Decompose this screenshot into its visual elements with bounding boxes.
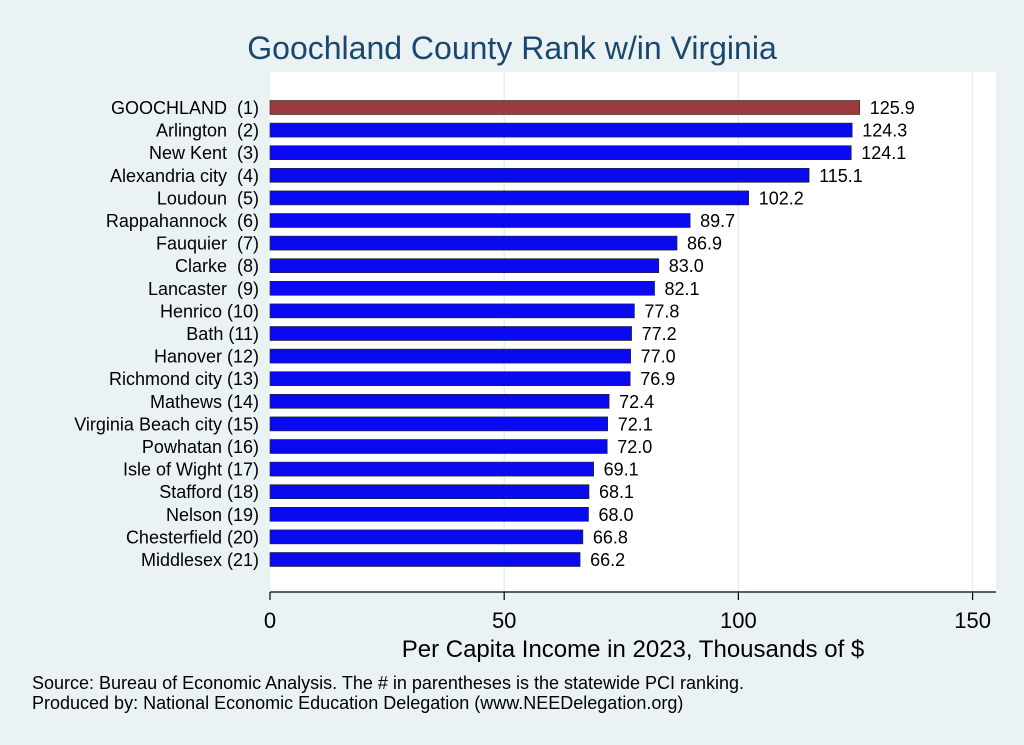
bar-value-label: 66.2 <box>590 550 625 570</box>
x-tick-label: 100 <box>720 608 757 633</box>
bar <box>269 461 594 477</box>
bar-value-label: 69.1 <box>604 460 639 480</box>
bar <box>269 393 610 409</box>
bar <box>269 529 584 545</box>
bar-value-label: 72.0 <box>617 437 652 457</box>
category-label: Hanover (12) <box>154 347 259 367</box>
bar <box>269 145 852 160</box>
bar <box>269 371 631 387</box>
x-axis-label: Per Capita Income in 2023, Thousands of … <box>402 636 865 663</box>
bar-value-label: 72.1 <box>618 414 653 434</box>
bar <box>269 235 678 251</box>
bar <box>269 190 749 206</box>
category-label: Mathews (14) <box>150 392 259 412</box>
bar-value-label: 83.0 <box>669 256 704 276</box>
bar-value-label: 124.1 <box>861 143 906 163</box>
x-tick-label: 150 <box>954 608 991 633</box>
x-tick-label: 50 <box>492 608 516 633</box>
bar <box>269 506 589 522</box>
source-note: Source: Bureau of Economic Analysis. The… <box>32 673 744 693</box>
category-label: Alexandria city (4) <box>110 166 259 186</box>
category-label: Powhatan (16) <box>142 437 259 457</box>
bar-value-label: 77.0 <box>641 347 676 367</box>
category-label: Richmond city (13) <box>109 369 259 389</box>
bar-value-label: 68.1 <box>599 482 634 502</box>
bar-value-label: 68.0 <box>599 505 634 525</box>
bar-value-label: 102.2 <box>759 188 804 208</box>
category-label: Lancaster (9) <box>148 279 259 299</box>
bar-value-label: 86.9 <box>687 234 722 254</box>
x-tick-label: 0 <box>264 608 276 633</box>
bar-value-label: 82.1 <box>665 279 700 299</box>
bar-value-label: 115.1 <box>819 166 863 186</box>
bar-value-label: 72.4 <box>619 392 654 412</box>
bar <box>269 416 609 432</box>
bar <box>269 484 590 500</box>
bar-value-label: 124.3 <box>862 121 907 141</box>
bar <box>269 326 632 341</box>
bar <box>269 280 655 296</box>
category-label: Stafford (18) <box>159 482 259 502</box>
category-label: Henrico (10) <box>160 301 259 321</box>
category-label: New Kent (3) <box>149 143 259 163</box>
category-label: Clarke (8) <box>175 256 259 276</box>
bar <box>269 552 581 567</box>
produced-by-note: Produced by: National Economic Education… <box>32 693 683 713</box>
bar-value-label: 125.9 <box>870 98 915 118</box>
chart-title: Goochland County Rank w/in Virginia <box>247 30 777 66</box>
category-label: GOOCHLAND (1) <box>111 98 259 118</box>
bars: 125.9 GOOCHLAND (1) 124.3 Arlington (2) 124.… <box>74 98 915 570</box>
category-label: Isle of Wight (17) <box>123 460 259 480</box>
bar-value-label: 77.2 <box>642 324 677 344</box>
x-axis-ticks: 0 50 100 150 <box>264 592 991 633</box>
bar-value-label: 66.8 <box>593 527 628 547</box>
bar <box>269 348 631 364</box>
bar <box>269 439 608 454</box>
bar <box>269 122 853 138</box>
bar-value-label: 76.9 <box>640 369 675 389</box>
bar-value-label: 77.8 <box>644 301 679 321</box>
category-label: Chesterfield (20) <box>126 527 259 547</box>
bar <box>269 213 691 228</box>
category-label: Middlesex (21) <box>141 550 259 570</box>
category-label: Rappahannock (6) <box>106 211 259 231</box>
category-label: Loudoun (5) <box>157 188 259 208</box>
category-label: Fauquier (7) <box>156 234 259 254</box>
bar <box>269 100 860 115</box>
category-label: Virginia Beach city (15) <box>74 414 259 434</box>
bar <box>269 168 810 183</box>
category-label: Nelson (19) <box>166 505 259 525</box>
category-label: Arlington (2) <box>156 121 259 141</box>
bar-value-label: 89.7 <box>700 211 735 231</box>
category-label: Bath (11) <box>186 324 259 344</box>
bar <box>269 303 635 319</box>
bar <box>269 258 660 274</box>
